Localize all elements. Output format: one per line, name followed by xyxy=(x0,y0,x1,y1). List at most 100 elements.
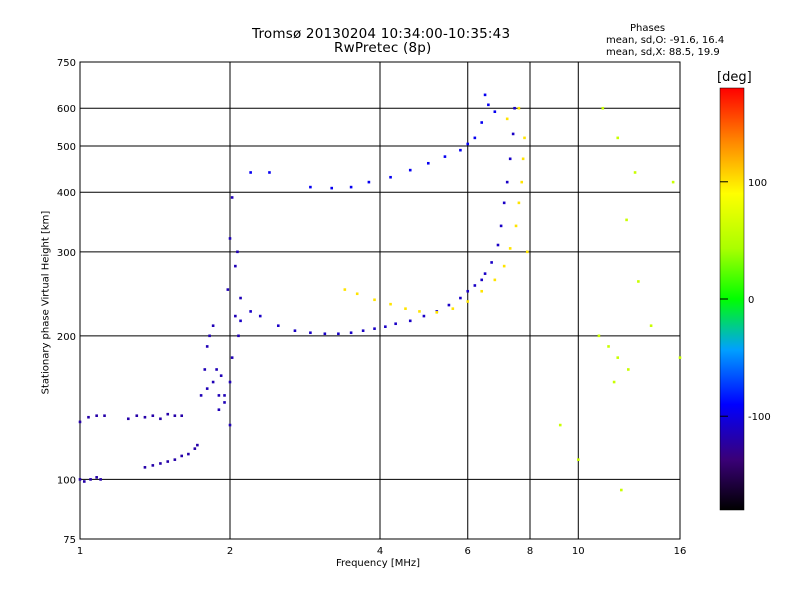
data-point-F-low xyxy=(490,261,493,264)
data-point-F-low xyxy=(499,224,503,228)
data-point-F-upper-O xyxy=(466,142,470,146)
data-point-scatter-high-f xyxy=(558,423,562,427)
data-point-Es-cusp xyxy=(239,296,242,300)
data-point-low-E xyxy=(180,414,184,418)
data-point-low-E xyxy=(151,414,155,418)
data-point-F-upper-O xyxy=(493,110,497,114)
data-point-F-low xyxy=(384,325,387,328)
data-point-low-E xyxy=(151,464,155,467)
data-point-F-upper-O xyxy=(330,186,334,190)
data-points xyxy=(78,93,682,492)
data-point-F-low xyxy=(466,289,470,293)
data-point-low-E xyxy=(95,476,98,479)
y-axis-label: Stationary phase Virtual Height [km] xyxy=(40,210,52,395)
x-tick-label: 1 xyxy=(77,546,83,557)
data-point-Es-cusp xyxy=(217,408,221,412)
data-point-F-low-X xyxy=(355,292,359,296)
data-point-F-low-X xyxy=(517,201,521,205)
data-point-scatter-high-f xyxy=(678,356,682,359)
data-point-Es-cusp xyxy=(205,345,209,348)
y-tick-label: 75 xyxy=(63,535,76,546)
data-point-Es-cusp xyxy=(211,380,215,384)
data-point-F-low xyxy=(511,132,515,136)
data-point-F-low xyxy=(323,332,327,336)
data-point-F-low-X xyxy=(466,300,470,303)
data-point-F-low xyxy=(513,106,516,110)
colorbar-tick-label: -100 xyxy=(748,412,771,423)
chart-title: Tromsø 20130204 10:34:00-10:35:43 xyxy=(252,26,511,42)
data-point-Es-cusp xyxy=(223,401,226,404)
data-point-F-low xyxy=(422,314,426,318)
data-point-Es-cusp xyxy=(228,380,232,384)
data-point-F-low-X xyxy=(517,106,521,110)
colorbar-label: [deg] xyxy=(717,70,752,85)
data-point-F-upper-O xyxy=(426,161,430,165)
data-point-F-low xyxy=(508,157,512,161)
data-point-low-E xyxy=(166,460,170,463)
data-point-low-E xyxy=(126,417,130,421)
data-point-F-low xyxy=(373,327,376,330)
data-point-F-low xyxy=(349,331,353,335)
data-point-Es-cusp xyxy=(211,324,215,328)
data-point-F-upper-O xyxy=(349,185,353,189)
data-point-F-low xyxy=(447,303,451,307)
data-point-low-E xyxy=(180,454,184,458)
data-point-Es-cusp xyxy=(230,356,234,359)
y-tick-label: 100 xyxy=(57,475,76,486)
data-point-low-E xyxy=(173,414,177,418)
data-point-F-upper-O xyxy=(268,171,271,174)
data-point-scatter-high-f xyxy=(625,218,628,222)
data-point-F-low xyxy=(249,310,252,313)
phase-x-mode: mean, sd,X: 88.5, 19.9 xyxy=(606,47,720,58)
data-point-F-low xyxy=(337,332,340,336)
chart-subtitle: RwPretec (8p) xyxy=(334,40,432,56)
data-point-F-low-X xyxy=(404,307,407,310)
data-point-F-low xyxy=(480,278,484,282)
data-point-scatter-high-f xyxy=(616,136,620,140)
data-point-Es-cusp xyxy=(236,250,239,254)
data-point-low-E xyxy=(187,452,190,456)
colorbar-ticks: 100 0 -100 xyxy=(720,178,771,423)
data-point-low-E xyxy=(95,414,98,418)
x-tick-label: 16 xyxy=(674,546,687,557)
data-point-F-low xyxy=(502,201,506,205)
data-point-scatter-high-f xyxy=(597,334,601,338)
data-point-F-low-X xyxy=(502,264,506,268)
data-point-low-E xyxy=(196,443,199,447)
data-point-F-upper-O xyxy=(408,168,412,172)
data-point-F-low-X xyxy=(480,289,484,293)
colorbar-tick-label: 0 xyxy=(748,295,754,306)
data-point-scatter-high-f xyxy=(616,356,620,359)
data-point-low-E xyxy=(103,414,106,418)
data-point-low-E xyxy=(78,420,82,424)
phase-heading: Phases xyxy=(630,23,666,34)
data-point-Es-cusp xyxy=(199,394,203,397)
data-point-F-upper-O xyxy=(473,136,477,140)
data-point-Es-cusp xyxy=(208,334,211,338)
data-point-scatter-high-f xyxy=(612,380,616,384)
data-point-low-E xyxy=(143,415,147,419)
data-point-low-E xyxy=(87,415,90,419)
data-point-scatter-high-f xyxy=(637,280,640,283)
data-point-F-upper-O xyxy=(487,103,490,107)
data-point-F-low xyxy=(309,331,312,335)
y-tick-label: 750 xyxy=(57,58,76,69)
y-tick-label: 400 xyxy=(57,188,76,199)
data-point-low-E xyxy=(159,462,162,465)
y-tick-label: 600 xyxy=(57,104,76,115)
data-point-F-upper-O xyxy=(480,121,484,124)
data-point-F-low-X xyxy=(505,117,509,121)
data-point-scatter-high-f xyxy=(620,488,623,492)
data-point-Es-cusp xyxy=(203,368,207,371)
data-point-F-low xyxy=(293,329,297,332)
data-point-low-E xyxy=(173,458,177,461)
data-point-F-low-X xyxy=(373,298,376,302)
data-point-F-low-X xyxy=(520,180,524,184)
data-point-low-E xyxy=(78,478,82,481)
y-tick-label: 200 xyxy=(57,332,76,343)
data-point-scatter-high-f xyxy=(607,345,610,348)
data-point-Es-cusp xyxy=(223,394,226,397)
data-point-scatter-high-f xyxy=(576,458,580,461)
x-tick-label: 4 xyxy=(377,546,383,557)
data-point-F-upper-O xyxy=(443,155,447,158)
